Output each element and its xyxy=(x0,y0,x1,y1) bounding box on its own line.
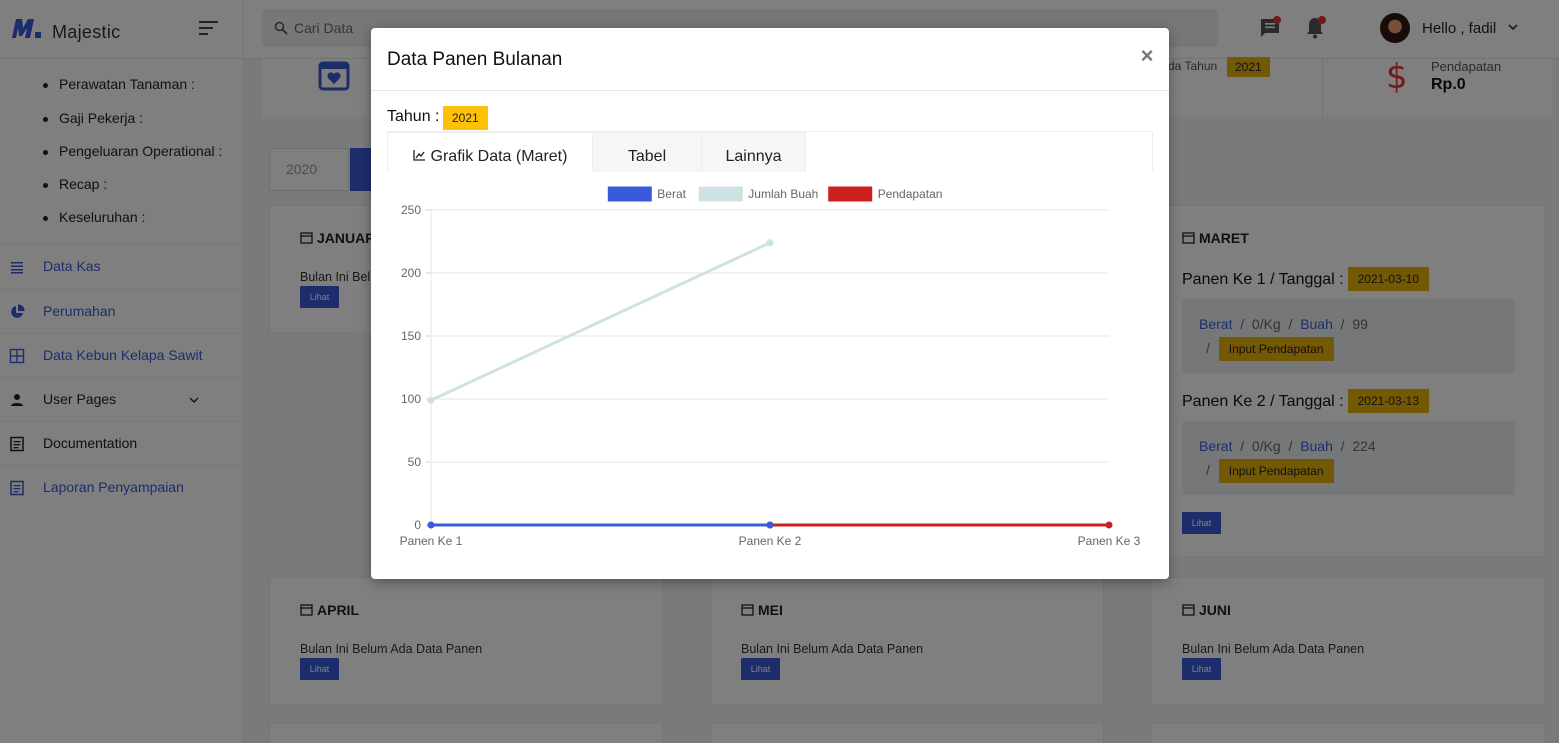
legend-label: Pendapatan xyxy=(878,187,943,201)
tab-lainnya[interactable]: Lainnya xyxy=(701,132,806,172)
y-tick-label: 150 xyxy=(401,329,421,343)
tab-grafik[interactable]: Grafik Data (Maret) xyxy=(387,132,593,172)
data-point xyxy=(427,396,435,404)
close-icon[interactable]: × xyxy=(1140,43,1154,68)
data-point xyxy=(766,521,774,529)
panen-line-chart: 0 50 100 150 200 250 Panen Ke 1 Panen Ke 2 Panen… xyxy=(400,186,1141,548)
modal-header: Data Panen Bulanan × xyxy=(371,28,1169,91)
x-tick-label: Panen Ke 1 xyxy=(400,534,463,548)
tahun-label: Tahun : xyxy=(387,108,440,125)
legend-label: Jumlah Buah xyxy=(748,187,818,201)
legend-swatch xyxy=(828,186,873,202)
data-panen-modal: Data Panen Bulanan × Tahun : 2021 Grafik… xyxy=(371,28,1169,579)
x-tick-label: Panen Ke 2 xyxy=(739,534,802,548)
modal-title: Data Panen Bulanan xyxy=(387,49,563,70)
line-chart-icon xyxy=(412,150,425,161)
data-point xyxy=(766,239,774,247)
data-point xyxy=(427,521,435,529)
tab-tabel[interactable]: Tabel xyxy=(593,132,701,172)
tahun-badge: 2021 xyxy=(443,106,488,130)
y-tick-label: 100 xyxy=(401,392,421,406)
modal-tabs: Grafik Data (Maret) Tabel Lainnya xyxy=(387,131,1153,172)
legend-label: Berat xyxy=(657,187,686,201)
y-tick-label: 250 xyxy=(401,203,421,217)
legend-swatch xyxy=(607,186,652,202)
series-line xyxy=(430,241,771,402)
x-tick-label: Panen Ke 3 xyxy=(1078,534,1141,548)
data-point xyxy=(1105,521,1113,529)
y-tick-label: 50 xyxy=(408,455,422,469)
y-tick-label: 0 xyxy=(414,518,421,532)
y-tick-label: 200 xyxy=(401,266,421,280)
legend-swatch xyxy=(698,186,743,202)
